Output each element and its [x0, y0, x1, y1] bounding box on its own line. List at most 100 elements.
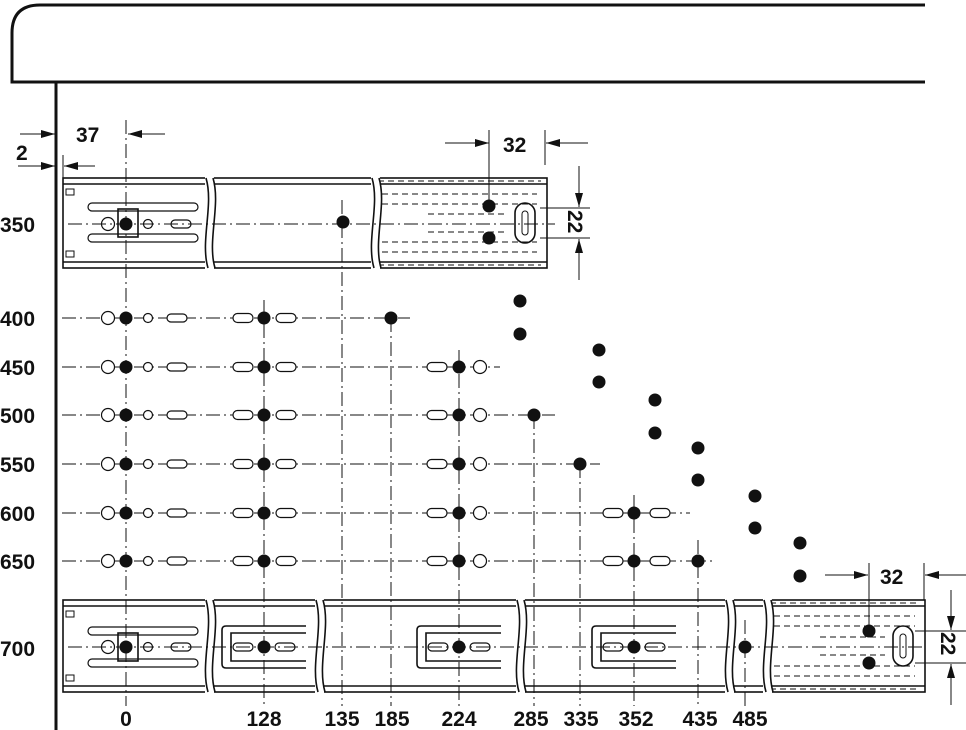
round-hole [100, 407, 116, 423]
mounting-dot [513, 294, 527, 308]
round-hole [142, 507, 154, 519]
mounting-dot [748, 521, 762, 535]
mounting-dot [119, 217, 133, 231]
mounting-dot [452, 554, 466, 568]
mounting-dot [452, 640, 466, 654]
dimension-bottom-32: 32 [825, 563, 966, 625]
break-gap [205, 598, 214, 694]
col-label-135: 135 [324, 708, 359, 730]
mounting-dot [257, 640, 271, 654]
dim-bottom-32-label: 32 [880, 566, 903, 589]
mounting-dot [257, 506, 271, 520]
mounting-dot [257, 311, 271, 325]
mounting-dot [336, 215, 350, 229]
round-hole [142, 555, 154, 567]
rail-tab [65, 674, 75, 682]
mounting-dot [627, 554, 641, 568]
round-hole [142, 312, 154, 324]
slot-hole [426, 361, 448, 373]
slot-hole [649, 507, 671, 519]
row-label-450: 450 [0, 357, 35, 380]
mounting-dot [527, 408, 541, 422]
slot-hole [426, 409, 448, 421]
break-line [211, 599, 217, 693]
dim-top-22-label: 22 [563, 210, 586, 233]
slot-hole [275, 361, 297, 373]
mounting-dot [482, 199, 496, 213]
break-line [204, 177, 210, 269]
row-label-400: 400 [0, 308, 35, 331]
slot-hole [275, 409, 297, 421]
round-hole [142, 458, 154, 470]
slot-hole [87, 233, 199, 243]
mounting-dot [119, 506, 133, 520]
dimension-37: 37 [76, 124, 165, 147]
round-hole [472, 553, 488, 569]
mounting-dot [257, 408, 271, 422]
row-label-500: 500 [0, 405, 35, 428]
col-label-352: 352 [618, 708, 653, 730]
round-hole [472, 505, 488, 521]
slot-hole [166, 313, 188, 323]
rail-tab [65, 250, 75, 258]
holes [100, 199, 876, 670]
col-label-335: 335 [563, 708, 598, 730]
cabinet-top [10, 3, 925, 84]
round-hole [472, 456, 488, 472]
break-gap [763, 598, 772, 694]
slot-hole [166, 556, 188, 566]
u-bracket-inner [425, 632, 501, 662]
mounting-dot [119, 457, 133, 471]
mounting-dot [257, 360, 271, 374]
mounting-dot [627, 506, 641, 520]
break-line [204, 599, 210, 693]
dimension-bottom-22: 22 [915, 590, 966, 705]
col-label-224: 224 [441, 708, 476, 730]
mounting-dot [627, 640, 641, 654]
slot-hole [232, 409, 254, 421]
slot-hole [166, 508, 188, 518]
slot-hole [275, 507, 297, 519]
rear-bracket [514, 202, 536, 244]
mounting-dot [592, 375, 606, 389]
slot-hole [166, 410, 188, 420]
break-gap [371, 176, 380, 270]
slot-hole [232, 555, 254, 567]
break-gap [205, 176, 214, 270]
slot-hole [426, 507, 448, 519]
mounting-dot [482, 231, 496, 245]
break-gap [516, 598, 525, 694]
mounting-dot [691, 441, 705, 455]
mounting-dot [738, 640, 752, 654]
rail-outline [62, 599, 926, 693]
dimension-top-22: 22 [540, 166, 590, 280]
row-label-700: 700 [0, 638, 35, 661]
row-label-650: 650 [0, 551, 35, 574]
mounting-dot [691, 473, 705, 487]
rear-slot [521, 210, 529, 236]
round-hole [142, 409, 154, 421]
mounting-dot [119, 640, 133, 654]
round-hole [142, 361, 154, 373]
mounting-dot [691, 554, 705, 568]
mounting-dot [452, 360, 466, 374]
break-line [724, 599, 730, 693]
col-label-128: 128 [246, 708, 281, 730]
rear-slot [899, 633, 907, 659]
rails [62, 176, 926, 694]
row-label-350: 350 [0, 214, 35, 237]
bottom-rail [62, 598, 926, 694]
break-gap [725, 598, 734, 694]
mounting-dot [862, 656, 876, 670]
break-line [211, 177, 217, 269]
slot-hole [232, 312, 254, 324]
round-hole [100, 359, 116, 375]
rail-outline [62, 177, 548, 269]
col-label-285: 285 [513, 708, 548, 730]
round-hole [472, 359, 488, 375]
slot-hole [87, 658, 199, 668]
round-hole [472, 407, 488, 423]
mounting-dot [384, 311, 398, 325]
dimension-top-32: 32 [445, 130, 588, 200]
slot-hole [275, 555, 297, 567]
